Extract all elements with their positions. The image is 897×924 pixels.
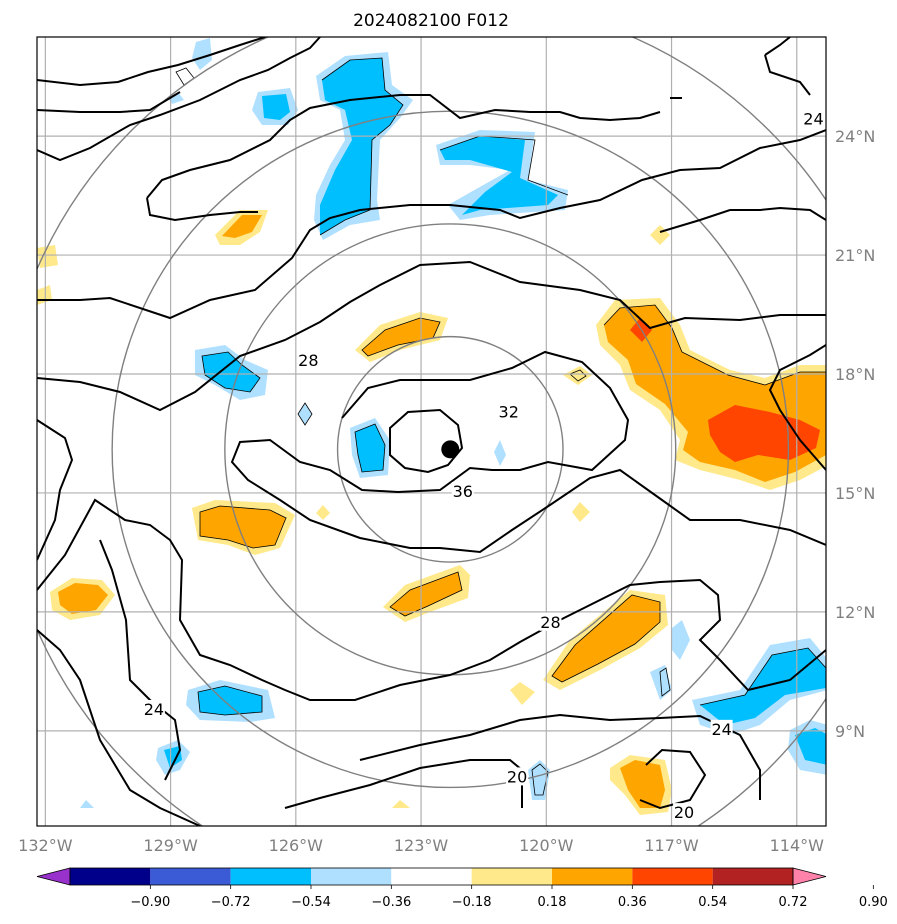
lon-tick-label-4: 120°W xyxy=(519,836,574,855)
colorbar-tick-label-0: −0.90 xyxy=(130,895,170,910)
colorbar-tick-label-9: 0.90 xyxy=(859,895,888,910)
contour-label-6: 20 xyxy=(507,767,527,786)
colorbar-tick-label-8: 0.72 xyxy=(779,895,808,910)
colorbar-segment-7 xyxy=(552,868,633,885)
contour-label-bg-0 xyxy=(297,351,320,370)
colorbar-tick-label-2: −0.54 xyxy=(291,895,331,910)
contour-labels: 28 32 36 24 28 24 20 20 24 xyxy=(142,109,825,822)
lon-tick-label-1: 129°W xyxy=(143,836,198,855)
contour-label-bg-6 xyxy=(506,767,529,786)
colorbar-segment-4 xyxy=(311,868,392,885)
contour-label-bg-8 xyxy=(802,109,825,128)
contour-label-5: 24 xyxy=(711,720,731,739)
colorbar-tick-label-1: −0.72 xyxy=(211,895,251,910)
figure-title: 2024082100 F012 xyxy=(353,11,509,31)
contour-label-bg-3 xyxy=(142,700,165,719)
lat-tick-label-3: 18°N xyxy=(835,365,875,384)
colorbar-segment-6 xyxy=(471,868,552,885)
map-frame xyxy=(36,36,827,827)
colorbar-segment-9 xyxy=(712,868,793,885)
contour-label-3: 24 xyxy=(144,700,164,719)
contour-label-7: 20 xyxy=(674,803,694,822)
lat-tick-label-0: 9°N xyxy=(835,722,865,741)
lon-tick-label-6: 114°W xyxy=(770,836,825,855)
colorbar-segment-2 xyxy=(150,868,231,885)
lon-tick-label-5: 117°W xyxy=(644,836,699,855)
colorbar-tick-label-7: 0.54 xyxy=(698,895,727,910)
contour-label-8: 24 xyxy=(803,109,823,128)
contour-label-bg-4 xyxy=(539,612,562,631)
colorbar-frame xyxy=(69,867,794,886)
latitude-ticks: 9°N 12°N 15°N 18°N 21°N 24°N xyxy=(835,127,875,741)
colorbar-segment-5 xyxy=(391,868,472,885)
contour-label-0: 28 xyxy=(298,351,318,370)
lon-tick-label-2: 126°W xyxy=(269,836,324,855)
colorbar: −0.90 −0.72 −0.54 −0.36 −0.18 0.18 0.36 0.54 0.7… xyxy=(36,867,888,910)
colorbar-tick-label-5: 0.18 xyxy=(538,895,567,910)
lat-tick-label-5: 24°N xyxy=(835,127,875,146)
contour-label-2: 36 xyxy=(453,482,473,501)
anomaly-shading xyxy=(37,38,826,815)
contour-label-bg-7 xyxy=(673,803,696,822)
lat-tick-label-4: 21°N xyxy=(835,246,875,265)
colorbar-segment-1 xyxy=(70,868,151,885)
height-contours xyxy=(37,37,826,826)
colorbar-tick-label-4: −0.18 xyxy=(452,895,492,910)
contour-label-4: 28 xyxy=(540,613,560,632)
map-panel: 28 32 36 24 28 24 20 20 24 xyxy=(37,37,826,826)
lat-lon-grid xyxy=(37,37,826,826)
lat-tick-label-1: 12°N xyxy=(835,603,875,622)
lat-tick-label-2: 15°N xyxy=(835,484,875,503)
contour-label-1: 32 xyxy=(499,403,519,422)
range-ring-0 xyxy=(336,335,564,563)
contour-label-bg-2 xyxy=(451,481,474,500)
contour-label-bg-1 xyxy=(497,402,520,421)
lon-tick-label-3: 123°W xyxy=(394,836,449,855)
contour-label-bg-5 xyxy=(710,719,733,738)
colorbar-segment-8 xyxy=(632,868,713,885)
lon-tick-label-0: 132°W xyxy=(18,836,73,855)
storm-center-marker xyxy=(441,440,460,459)
colorbar-extend-high xyxy=(792,867,827,886)
colorbar-extend-low xyxy=(36,867,71,886)
colorbar-segment-3 xyxy=(230,868,311,885)
colorbar-tick-label-3: −0.36 xyxy=(371,895,411,910)
longitude-ticks: 132°W 129°W 126°W 123°W 120°W 117°W 114°W xyxy=(18,836,824,855)
colorbar-tick-label-6: 0.36 xyxy=(618,895,647,910)
